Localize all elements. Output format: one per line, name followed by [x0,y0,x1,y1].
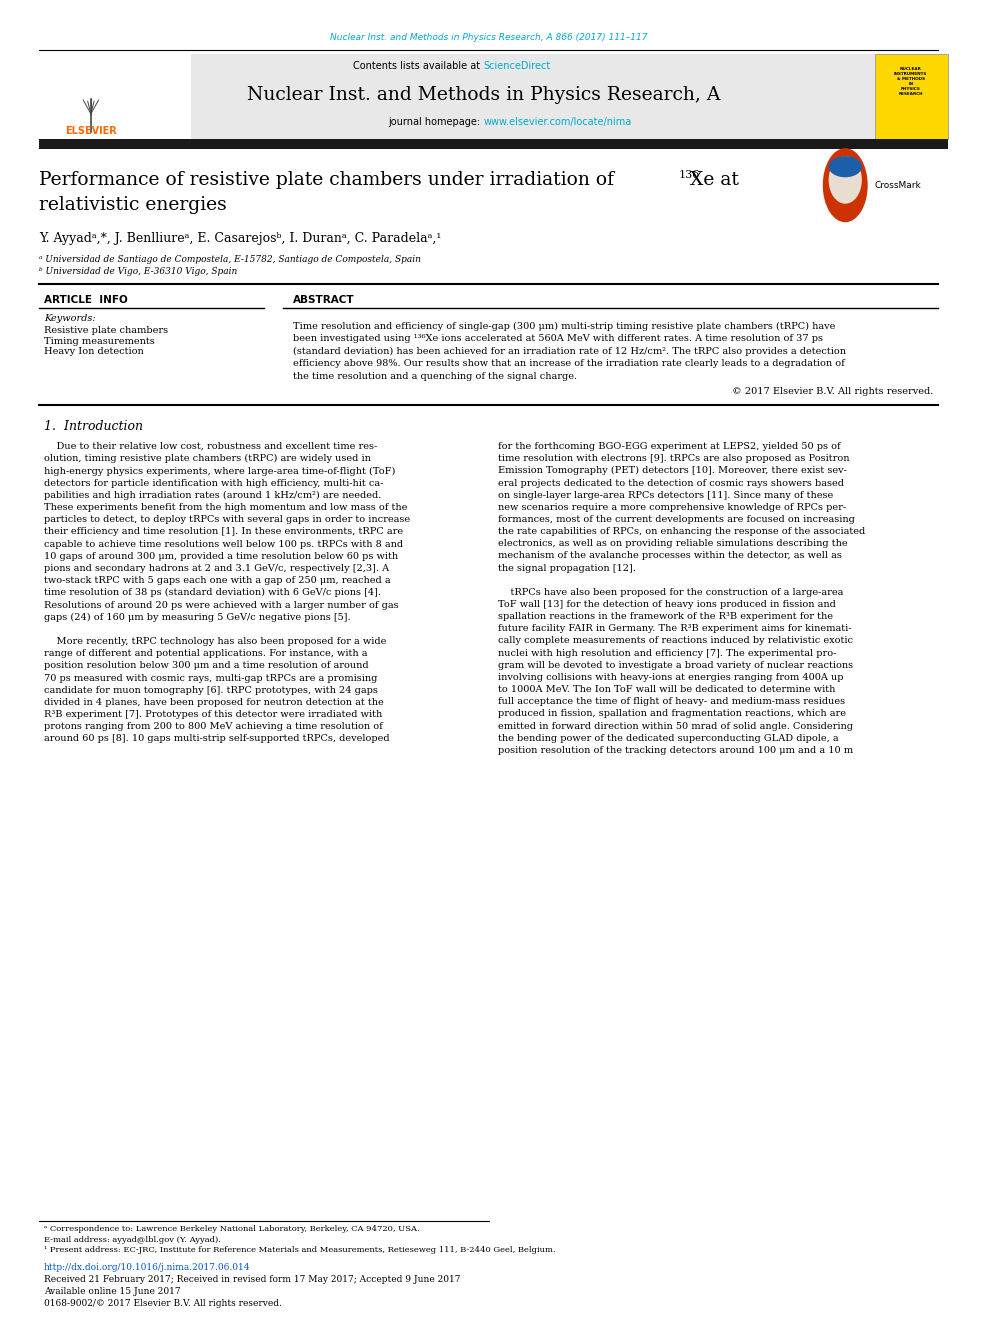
Text: ELSEVIER: ELSEVIER [65,126,117,136]
Text: Time resolution and efficiency of single-gap (300 μm) multi-strip timing resisti: Time resolution and efficiency of single… [294,321,846,381]
Text: CrossMark: CrossMark [875,181,922,189]
Text: Performance of resistive plate chambers under irradiation of: Performance of resistive plate chambers … [39,171,620,189]
Text: ᵇ Universidad de Vigo, E-36310 Vigo, Spain: ᵇ Universidad de Vigo, E-36310 Vigo, Spa… [39,267,237,275]
Text: ABSTRACT: ABSTRACT [294,295,355,306]
Text: journal homepage:: journal homepage: [389,116,484,127]
Text: Contents lists available at: Contents lists available at [353,61,484,71]
Text: Resistive plate chambers: Resistive plate chambers [44,327,168,335]
Text: Available online 15 June 2017: Available online 15 June 2017 [44,1287,181,1295]
Ellipse shape [828,156,862,204]
Text: for the forthcoming BGO-EGG experiment at LEPS2, yielded 50 ps of
time resolutio: for the forthcoming BGO-EGG experiment a… [498,442,866,755]
Text: Xe at: Xe at [689,171,739,189]
Text: ¹ Present address: EC-JRC, Institute for Reference Materials and Measurements, R: ¹ Present address: EC-JRC, Institute for… [44,1246,556,1254]
Text: 136: 136 [680,169,700,180]
Text: E-mail address: ayyad@lbl.gov (Y. Ayyad).: E-mail address: ayyad@lbl.gov (Y. Ayyad)… [44,1236,221,1244]
Ellipse shape [828,156,862,177]
FancyBboxPatch shape [875,54,947,139]
Text: © 2017 Elsevier B.V. All rights reserved.: © 2017 Elsevier B.V. All rights reserved… [732,388,933,396]
Text: Due to their relative low cost, robustness and excellent time res-
olution, timi: Due to their relative low cost, robustne… [44,442,410,744]
FancyBboxPatch shape [39,54,190,139]
Text: www.elsevier.com/locate/nima: www.elsevier.com/locate/nima [484,116,632,127]
Text: Y. Ayyadᵃ,*, J. Benlliureᵃ, E. Casarejosᵇ, I. Duranᵃ, C. Paradelaᵃ,¹: Y. Ayyadᵃ,*, J. Benlliureᵃ, E. Casarejos… [39,232,441,245]
FancyBboxPatch shape [39,54,875,139]
Text: ARTICLE  INFO: ARTICLE INFO [44,295,128,306]
Text: http://dx.doi.org/10.1016/j.nima.2017.06.014: http://dx.doi.org/10.1016/j.nima.2017.06… [44,1263,250,1271]
Text: relativistic energies: relativistic energies [39,196,227,214]
Text: Nuclear Inst. and Methods in Physics Research, A 866 (2017) 111–117: Nuclear Inst. and Methods in Physics Res… [329,33,648,41]
Text: ᵃ Universidad de Santiago de Compostela, E-15782, Santiago de Compostela, Spain: ᵃ Universidad de Santiago de Compostela,… [39,255,421,263]
Text: Heavy Ion detection: Heavy Ion detection [44,348,144,356]
FancyBboxPatch shape [39,139,947,149]
Text: Timing measurements: Timing measurements [44,337,155,345]
Ellipse shape [822,148,868,222]
Text: 1.  Introduction: 1. Introduction [44,419,143,433]
Text: ScienceDirect: ScienceDirect [484,61,551,71]
Text: Nuclear Inst. and Methods in Physics Research, A: Nuclear Inst. and Methods in Physics Res… [247,86,720,105]
Text: Keywords:: Keywords: [44,315,95,323]
Text: NUCLEAR
INSTRUMENTS
& METHODS
IN
PHYSICS
RESEARCH: NUCLEAR INSTRUMENTS & METHODS IN PHYSICS… [894,67,928,97]
Text: Received 21 February 2017; Received in revised form 17 May 2017; Accepted 9 June: Received 21 February 2017; Received in r… [44,1275,460,1283]
Text: ᵃ Correspondence to: Lawrence Berkeley National Laboratory, Berkeley, CA 94720, : ᵃ Correspondence to: Lawrence Berkeley N… [44,1225,420,1233]
Text: 0168-9002/© 2017 Elsevier B.V. All rights reserved.: 0168-9002/© 2017 Elsevier B.V. All right… [44,1299,282,1307]
